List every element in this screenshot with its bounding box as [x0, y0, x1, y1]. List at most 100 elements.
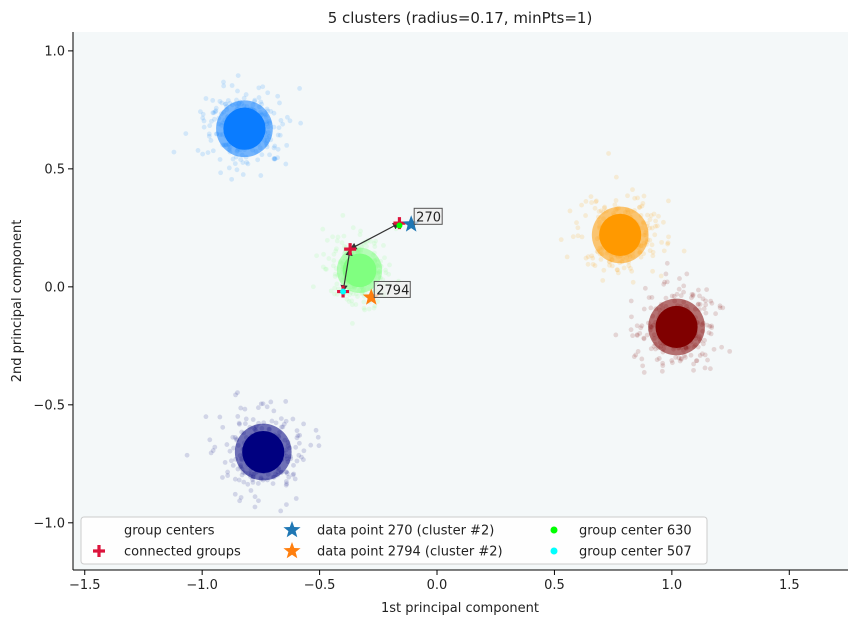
cluster-2-point	[330, 263, 336, 269]
cluster-5-point	[292, 476, 298, 482]
x-tick-label: 0.0	[427, 578, 448, 593]
cluster-1-point	[278, 118, 284, 123]
data-point-270-star	[402, 215, 420, 232]
cluster-1-point	[259, 152, 265, 158]
cluster-1-point	[252, 97, 258, 103]
cluster-4-point	[700, 296, 706, 302]
cluster-4-point	[676, 286, 682, 292]
legend: group centers connected groups data point …	[80, 516, 708, 565]
cluster-3-core	[599, 213, 642, 256]
cluster-3-point	[630, 187, 635, 193]
cluster-5-point	[268, 399, 274, 405]
cluster-3-point	[681, 248, 687, 254]
cluster-4-point	[669, 358, 675, 363]
cluster-5-point	[308, 442, 314, 448]
cluster-5-point	[225, 469, 231, 475]
cluster-4-point	[678, 293, 684, 299]
cluster-4-point	[630, 333, 635, 339]
cluster-1-point	[197, 109, 203, 115]
cluster-5-point	[269, 418, 275, 424]
cluster-2-point	[331, 251, 337, 257]
cluster-5-point	[258, 401, 264, 407]
path-arrow	[349, 222, 401, 250]
cluster-2-point	[333, 248, 339, 254]
cluster-1-point	[243, 92, 249, 97]
y-tick-label: 1.0	[44, 44, 65, 59]
cluster-4-point	[727, 348, 733, 354]
cluster-4-point	[653, 346, 658, 352]
cluster-3-point	[625, 193, 630, 199]
cluster-3-point	[626, 263, 632, 269]
legend-label: data point 270 (cluster #2)	[317, 524, 494, 539]
cluster-5-point	[232, 434, 238, 440]
cluster-1-point	[223, 101, 229, 107]
y-tick-label: 0.0	[44, 280, 65, 295]
cluster-5-point	[224, 442, 230, 447]
cluster-4-point	[670, 360, 675, 366]
legend-label: connected groups	[124, 545, 241, 560]
cluster-4-point	[664, 260, 670, 266]
cluster-4-point	[708, 331, 714, 337]
cluster-4-point	[639, 323, 645, 329]
data-point-270-label-box	[413, 207, 443, 225]
cluster-5-point	[232, 476, 238, 482]
cluster-5-point	[294, 435, 300, 441]
cluster-3-point	[647, 237, 653, 243]
cluster-4-point	[660, 363, 666, 369]
x-tick-label: 1.5	[779, 578, 800, 593]
cluster-3-point	[621, 265, 627, 271]
cluster-4-point	[613, 332, 619, 338]
cluster-1-point	[203, 96, 209, 101]
cluster-3-point	[654, 223, 660, 229]
cluster-3-point	[629, 268, 635, 274]
cluster-3-point	[641, 193, 647, 199]
cluster-1-point	[277, 100, 282, 106]
cluster-2-point	[323, 266, 329, 272]
markers-layer: 270 2794	[337, 207, 443, 305]
cluster-5-point	[301, 448, 307, 454]
cluster-4-point	[628, 298, 634, 304]
cluster-1-point	[258, 173, 264, 178]
cluster-1-point	[271, 156, 277, 161]
cluster-1-point	[206, 131, 212, 137]
cluster-4-point	[684, 271, 690, 277]
cluster-2-point	[371, 305, 377, 311]
cluster-4-point	[641, 336, 647, 342]
cluster-1-point	[210, 98, 216, 103]
data-point-270-label: 270	[416, 210, 441, 225]
cluster-5-point	[256, 498, 261, 504]
cluster-3-point	[583, 199, 589, 204]
cluster-3-point	[592, 205, 598, 211]
cluster-5-core	[242, 430, 285, 474]
cluster-4-point	[719, 344, 725, 350]
cluster-4-point	[706, 330, 712, 336]
cluster-3-point	[607, 262, 612, 268]
cluster-4-point	[664, 279, 670, 285]
cluster-3-point	[564, 254, 570, 260]
cluster-4-point	[689, 295, 694, 301]
cluster-3-point	[615, 267, 620, 273]
cluster-1-point	[268, 109, 274, 114]
cluster-2-point	[362, 307, 368, 313]
cluster-4-point	[704, 322, 710, 328]
cluster-4-point	[654, 357, 660, 363]
cluster-5-point	[252, 504, 258, 510]
cluster-4-point	[697, 302, 703, 307]
cluster-3-point	[575, 233, 581, 239]
cluster-4-point	[702, 352, 708, 358]
cluster-5-point	[217, 414, 223, 420]
y-tick-label: −0.5	[33, 398, 65, 413]
x-tick-label: −0.5	[304, 578, 336, 593]
cluster-4-point	[656, 356, 662, 361]
cluster-1-point	[277, 132, 283, 138]
legend-frame	[80, 516, 708, 565]
cluster-2-point	[386, 271, 392, 277]
cluster-5-point	[315, 434, 321, 440]
cluster-2-point	[350, 320, 355, 326]
cluster-3-point	[601, 205, 607, 211]
cluster-4-point	[640, 363, 646, 369]
cluster-4-point	[662, 279, 667, 285]
cluster-5-point	[220, 424, 226, 430]
cluster-2-point	[334, 238, 340, 244]
cluster-4	[613, 260, 733, 375]
